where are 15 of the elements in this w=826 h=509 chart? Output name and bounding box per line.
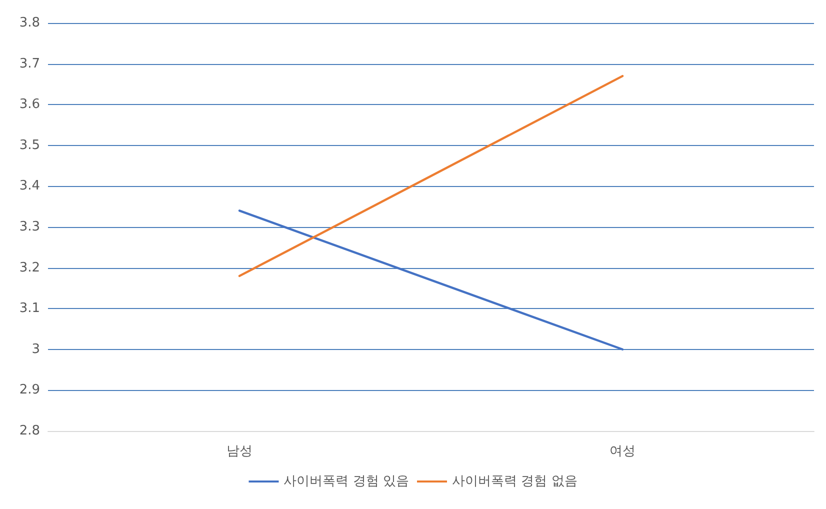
y-tick-label: 3.1 bbox=[19, 301, 40, 316]
y-tick-label: 3.2 bbox=[19, 260, 40, 276]
x-tick-label: 여성 bbox=[610, 444, 636, 459]
y-tick-label: 3.5 bbox=[19, 138, 40, 153]
y-tick-label: 3.4 bbox=[19, 178, 40, 194]
legend-label: 사이버폭력 경험 없음 bbox=[452, 474, 578, 489]
y-tick-label: 2.9 bbox=[19, 382, 40, 398]
y-tick-label: 3.8 bbox=[19, 16, 40, 30]
y-tick-label: 3.3 bbox=[19, 220, 40, 234]
y-tick-label: 2.8 bbox=[19, 424, 40, 438]
y-tick-label: 3.6 bbox=[19, 97, 40, 112]
legend-label: 사이버폭력 경험 있음 bbox=[284, 474, 409, 489]
y-tick-label: 3.7 bbox=[19, 56, 40, 72]
y-tick-label: 3 bbox=[32, 342, 40, 357]
x-tick-label: 남성 bbox=[226, 444, 252, 459]
